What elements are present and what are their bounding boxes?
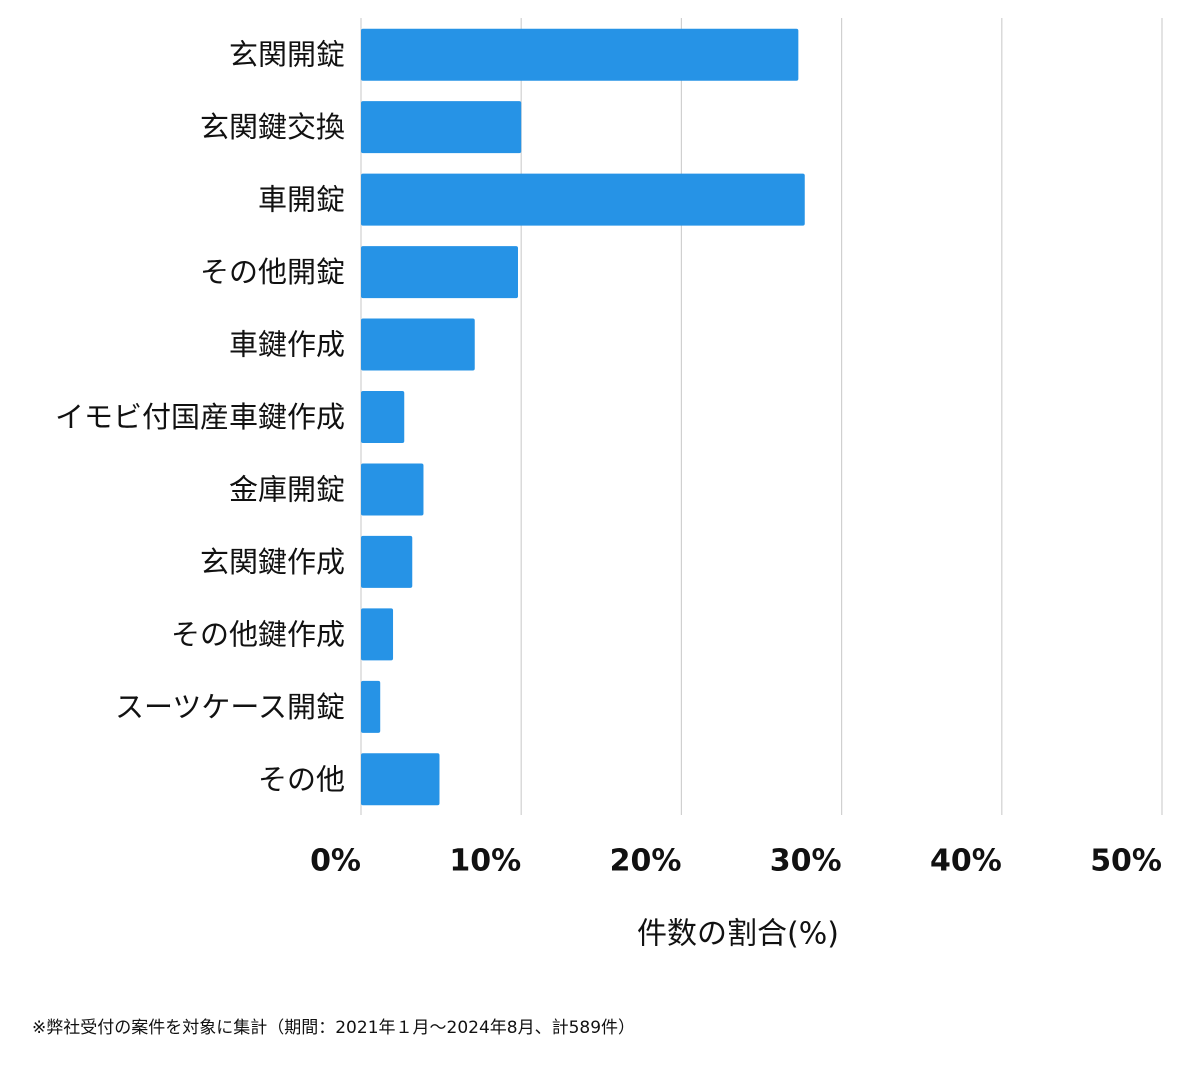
bar (361, 246, 518, 299)
x-tick-label: 0% (310, 844, 361, 879)
y-tick-label: 金庫開錠 (229, 472, 345, 506)
y-tick-label: 玄関鍵作成 (200, 545, 345, 579)
bar (361, 463, 424, 516)
x-tick-label: 50% (1090, 844, 1162, 879)
bar (361, 753, 440, 806)
bar (361, 28, 799, 81)
x-tick-label: 10% (449, 844, 521, 879)
bar (361, 173, 805, 226)
bar (361, 608, 394, 661)
y-tick-label: スーツケース開錠 (115, 690, 345, 724)
bar (361, 535, 413, 588)
x-tick-label: 20% (610, 844, 682, 879)
x-tick-label: 30% (770, 844, 842, 879)
x-tick-label: 40% (930, 844, 1002, 879)
y-tick-label: 車開錠 (258, 183, 345, 217)
y-tick-label: 車鍵作成 (229, 328, 345, 362)
y-tick-label: その他開錠 (200, 255, 345, 289)
bar (361, 680, 381, 733)
y-tick-label: その他 (258, 762, 345, 796)
footnote: ※弊社受付の案件を対象に集計（期間：2021年１月〜2024年8月、計589件） (32, 1018, 635, 1038)
bar (361, 101, 522, 154)
y-tick-label: イモビ付国産車鍵作成 (55, 400, 345, 434)
x-axis-label: 件数の割合(%) (637, 917, 839, 952)
y-tick-label: 玄関開錠 (229, 38, 345, 72)
y-tick-label: その他鍵作成 (171, 617, 345, 651)
bar (361, 391, 405, 443)
bar (361, 318, 475, 371)
y-tick-label: 玄関鍵交換 (200, 110, 345, 144)
